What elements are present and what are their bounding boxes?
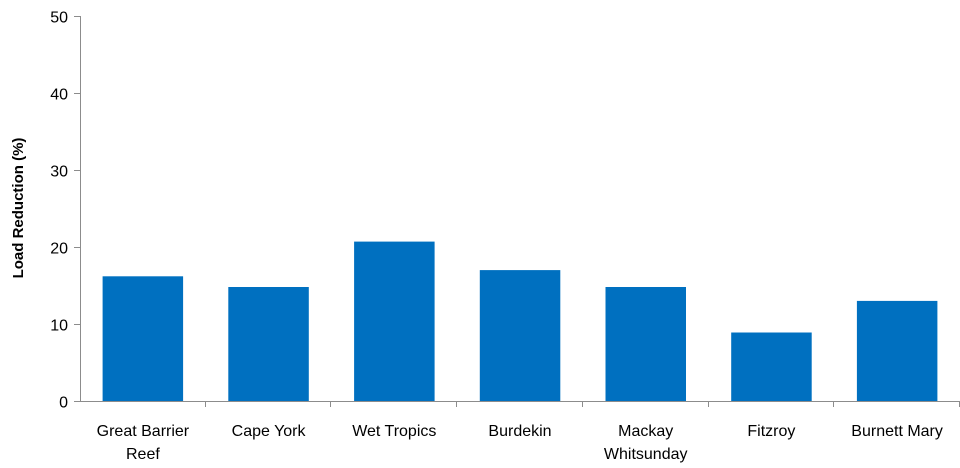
bar-5 xyxy=(731,332,812,401)
x-tick-label: Mackay Whitsunday xyxy=(604,423,688,463)
y-tick-label: 20 xyxy=(50,241,68,258)
bars-group xyxy=(102,241,938,401)
x-tick-label: Great Barrier Reef xyxy=(97,423,190,463)
bar-6 xyxy=(856,300,938,401)
y-axis: 0 10 20 30 40 50 xyxy=(50,10,81,412)
bar-0 xyxy=(102,276,184,401)
x-tick-label: Fitzroy xyxy=(747,423,795,440)
y-tick-label: 40 xyxy=(50,87,68,104)
y-tick-label: 30 xyxy=(50,164,68,181)
y-tick-label: 50 xyxy=(50,10,68,27)
x-tick-label: Burnett Mary xyxy=(851,423,943,440)
bar-2 xyxy=(354,241,435,401)
bar-3 xyxy=(479,270,561,401)
y-tick-label: 10 xyxy=(50,318,68,335)
y-tick-label: 0 xyxy=(59,395,68,412)
x-tick-label: Wet Tropics xyxy=(352,423,436,440)
bar-1 xyxy=(228,287,309,401)
x-axis: Great Barrier Reef Cape York Wet Tropics Bur… xyxy=(80,401,960,463)
bar-4 xyxy=(605,287,686,401)
y-axis-title: Load Reduction (%) xyxy=(10,138,27,279)
x-tick-label: Cape York xyxy=(232,423,307,440)
x-tick-label: Burdekin xyxy=(488,423,551,440)
